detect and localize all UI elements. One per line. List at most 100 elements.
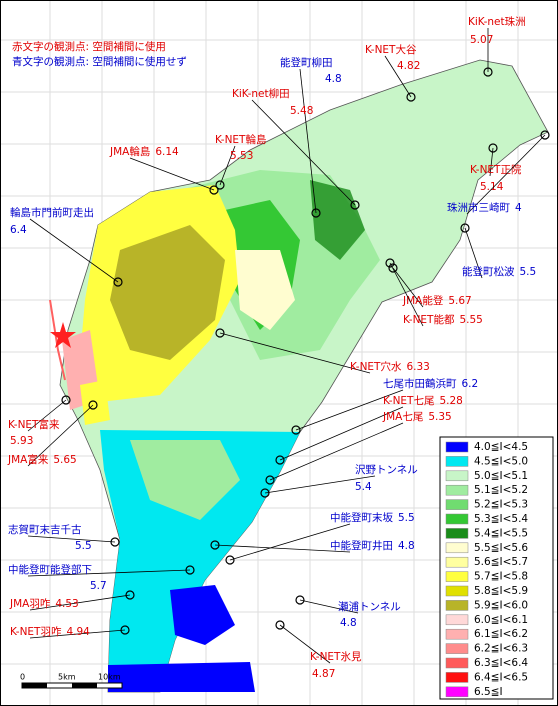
legend-swatch [445,542,469,554]
station-name: K-NET氷見 [310,650,362,663]
legend-swatch [445,600,469,611]
station-name: 珠洲市三崎町 [447,201,510,214]
legend-swatch [445,484,469,496]
station-marker [210,540,220,550]
legend-label: 5.7≦I<5.8 [474,571,528,583]
leader-line [392,267,424,308]
station-name: JMA富来 [7,453,49,466]
station-marker [265,475,275,485]
station-name: JMA七尾 [382,411,423,423]
station-name: 中能登町井田 [330,539,393,552]
station-marker [120,625,130,635]
scale-label: 5km [58,673,76,682]
station-value: 6.2 [462,378,479,390]
leader-line [279,624,331,664]
leader-line [466,134,546,215]
station-name: K-NET七尾 [383,395,434,407]
legend-label: 4.0≦I<4.5 [474,441,528,453]
station-value: 5.5 [398,512,415,524]
leader-line [489,147,494,177]
station-name: 志賀町末吉千古 [8,523,82,536]
station-value: 5.48 [290,105,313,117]
station-value: 5.93 [10,435,33,447]
legend-label: 5.8≦I<5.9 [474,585,528,597]
legend-swatch [445,614,469,626]
station-marker [125,590,135,600]
leader-line [464,227,483,279]
station-value: 5.28 [439,395,462,407]
note: 青文字の観測点: 空間補間に使用せず [12,55,187,68]
station-name: K-NET大谷 [365,43,417,56]
legend-swatch [445,628,469,640]
leader-line [279,406,404,461]
legend-label: 5.3≦I<5.4 [474,513,528,525]
station-value: 5.5 [75,540,92,552]
station-marker [350,200,360,210]
legend-label: 6.0≦I<6.1 [474,614,528,626]
station-marker [385,258,395,268]
station-name: K-NET富来 [8,418,60,431]
station-name: 中能登町能登部下 [8,563,92,576]
legend-label: 5.5≦I<5.6 [474,542,528,554]
station-marker [225,555,235,565]
legend-swatch [445,643,469,654]
legend-label: 5.9≦I<6.0 [474,599,528,611]
station-value: 5.7 [90,580,107,592]
station-value: 6.14 [155,146,179,158]
leader-line [299,68,317,214]
station-marker [275,455,285,465]
legend-swatch [445,556,469,568]
station-name: 七尾市田鶴浜町 [383,377,457,390]
station-value: 5.67 [448,295,471,307]
legend-swatch [445,585,469,597]
leader-line [251,99,356,206]
station-marker [540,130,550,140]
station-marker [483,67,493,77]
scale-bar: 0 5km 10km [20,673,123,689]
legend-swatch [445,672,469,683]
leader-line [27,535,116,543]
legend-swatch [445,470,469,482]
station-value: 4.94 [66,626,90,638]
station-value: 5.53 [230,150,253,162]
leader-line [29,594,131,611]
leader-line [29,629,126,639]
station-marker [295,595,305,605]
legend-swatch [445,513,469,525]
leader-line [29,218,119,283]
station-value: 5.5 [520,266,537,278]
station-marker [215,180,225,190]
station-name: 沢野トンネル [355,463,418,476]
legend-swatch [445,571,469,582]
station-name: JMA能登 [402,294,444,307]
station-name: 能登町柳田 [280,56,333,69]
station-marker [185,565,195,575]
station-marker [88,400,98,410]
leader-line [299,599,359,614]
legend-swatch [445,441,469,453]
station-marker [388,263,398,273]
legend-label: 5.4≦I<5.5 [474,527,528,539]
leader-line [214,544,351,553]
station-value: 5.4 [355,481,372,493]
station-name: 輪島市門前町走出 [10,206,94,219]
station-value: 5.14 [480,181,504,193]
station-value: 5.35 [428,411,451,423]
leader-line [27,399,67,432]
station-marker [113,277,123,287]
station-value: 5.07 [470,34,493,46]
station-name: K-NET穴水 [350,361,402,373]
legend-label: 6.3≦I<6.4 [474,657,528,669]
leader-line [129,157,215,191]
station-marker [275,620,285,630]
leader-line [269,422,404,481]
station-marker [215,328,225,338]
station-value: 4.8 [398,540,415,552]
legend-swatch [445,686,469,698]
leader-line [219,332,371,374]
epicenter-star [50,322,76,348]
station-marker [488,143,498,153]
legend-label: 6.1≦I<6.2 [474,628,528,640]
